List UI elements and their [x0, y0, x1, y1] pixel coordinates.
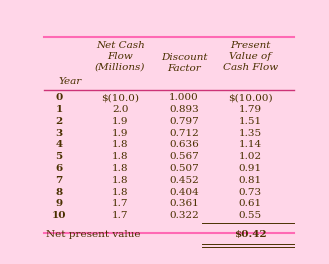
Text: 1.35: 1.35 — [239, 129, 262, 138]
Text: 2.0: 2.0 — [112, 105, 128, 114]
Text: 1.8: 1.8 — [112, 176, 128, 185]
Text: 0.452: 0.452 — [169, 176, 199, 185]
Text: 1.8: 1.8 — [112, 140, 128, 149]
Text: 1.7: 1.7 — [112, 211, 128, 220]
Text: 7: 7 — [55, 176, 63, 185]
Text: $0.42: $0.42 — [234, 230, 266, 239]
Text: 6: 6 — [55, 164, 63, 173]
Text: Present
Value of
Cash Flow: Present Value of Cash Flow — [223, 41, 278, 72]
Text: 0.567: 0.567 — [169, 152, 199, 161]
Text: 0.61: 0.61 — [239, 199, 262, 208]
Text: 0.73: 0.73 — [239, 187, 262, 197]
Text: 1.8: 1.8 — [112, 187, 128, 197]
Text: 1: 1 — [55, 105, 63, 114]
Text: 0.507: 0.507 — [169, 164, 199, 173]
Text: 10: 10 — [52, 211, 66, 220]
Text: 5: 5 — [55, 152, 63, 161]
Text: 1.02: 1.02 — [239, 152, 262, 161]
Text: 0.55: 0.55 — [239, 211, 262, 220]
Text: 0.712: 0.712 — [169, 129, 199, 138]
Text: Net present value: Net present value — [46, 230, 141, 239]
Text: 1.51: 1.51 — [239, 117, 262, 126]
Text: 1.7: 1.7 — [112, 199, 128, 208]
Text: 4: 4 — [55, 140, 63, 149]
Text: 0.893: 0.893 — [169, 105, 199, 114]
Text: 3: 3 — [55, 129, 63, 138]
Text: 1.8: 1.8 — [112, 152, 128, 161]
Text: 0: 0 — [55, 93, 63, 102]
Text: 1.79: 1.79 — [239, 105, 262, 114]
Text: 9: 9 — [55, 199, 63, 208]
Text: 1.000: 1.000 — [169, 93, 199, 102]
Text: Net Cash
Flow
(Millions): Net Cash Flow (Millions) — [95, 41, 145, 72]
Text: 0.797: 0.797 — [169, 117, 199, 126]
Text: 0.361: 0.361 — [169, 199, 199, 208]
Text: $(10.00): $(10.00) — [228, 93, 272, 102]
Text: 0.81: 0.81 — [239, 176, 262, 185]
Text: 0.91: 0.91 — [239, 164, 262, 173]
Text: 2: 2 — [55, 117, 63, 126]
Text: 1.9: 1.9 — [112, 117, 128, 126]
Text: Year: Year — [59, 77, 82, 86]
Text: 8: 8 — [55, 187, 63, 197]
Text: 0.636: 0.636 — [169, 140, 199, 149]
Text: 1.14: 1.14 — [239, 140, 262, 149]
Text: 1.9: 1.9 — [112, 129, 128, 138]
Text: 0.322: 0.322 — [169, 211, 199, 220]
Text: 0.404: 0.404 — [169, 187, 199, 197]
Text: 1.8: 1.8 — [112, 164, 128, 173]
Text: Discount
Factor: Discount Factor — [161, 53, 207, 73]
Text: $(10.0): $(10.0) — [101, 93, 139, 102]
